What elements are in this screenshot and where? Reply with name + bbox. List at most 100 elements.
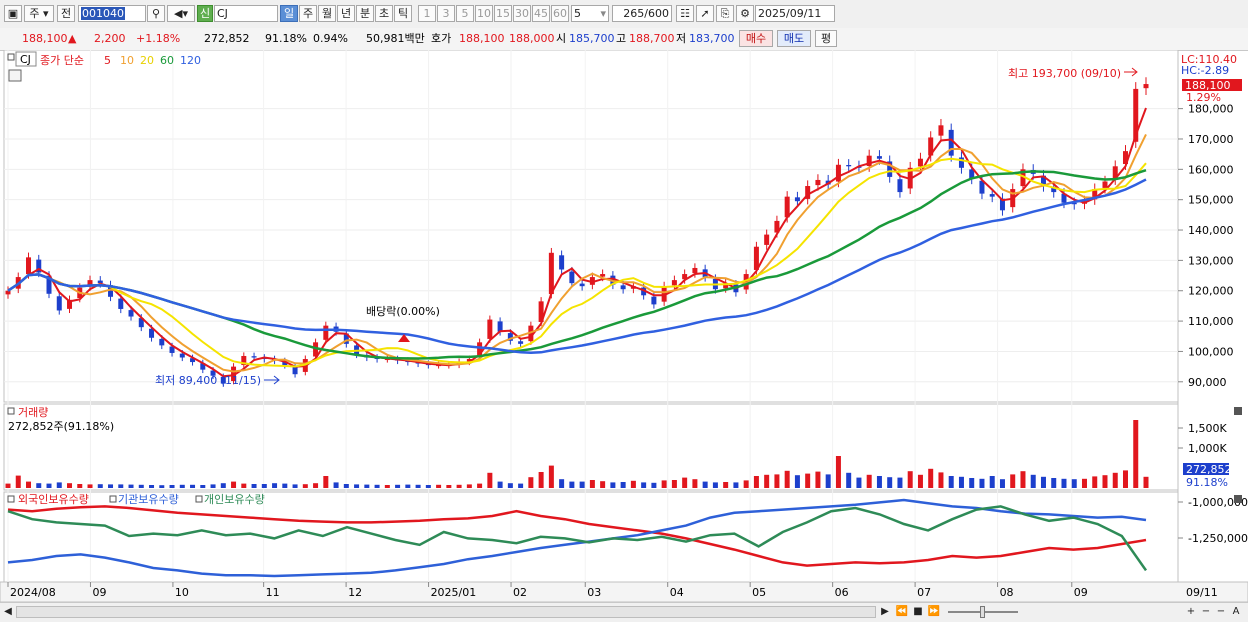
candle-body xyxy=(1102,181,1108,188)
date-field[interactable]: 2025/09/11 xyxy=(755,5,835,22)
chart-area[interactable]: 180,000 170,000 160,000 150,000 140,000 130,0… xyxy=(0,49,1248,603)
ma-legend-120[interactable]: 120 xyxy=(180,54,201,67)
date-tick-label: 09 xyxy=(92,586,106,599)
candle-body xyxy=(569,271,575,284)
volume-bar xyxy=(231,481,237,488)
interval-button[interactable]: 30 xyxy=(513,5,531,22)
ma-legend-10[interactable]: 10 xyxy=(120,54,134,67)
volume-bar xyxy=(169,485,175,488)
chart-scrollbar[interactable]: ◀ ▶ ⏪ ■ ⏩ + − − A xyxy=(0,602,1248,622)
interval-button[interactable]: 60 xyxy=(551,5,569,22)
volume-bar xyxy=(46,483,52,488)
interval-button[interactable]: 5 xyxy=(456,5,474,22)
candle-body xyxy=(241,355,247,366)
period-button[interactable]: 초 xyxy=(375,5,393,22)
panel-toggle-icon[interactable] xyxy=(7,495,15,503)
triangle-up-icon xyxy=(398,334,410,342)
speaker-icon[interactable]: ◀▾ xyxy=(167,5,195,22)
volume-bar xyxy=(794,475,800,488)
buy-button[interactable]: 매수 xyxy=(739,30,773,47)
stop-icon[interactable]: ■ xyxy=(913,606,923,617)
ma-legend-5[interactable]: 5 xyxy=(104,54,111,67)
candle-body xyxy=(723,283,729,289)
volume-title[interactable]: 거래량 xyxy=(18,406,48,419)
panel-toggle-icon[interactable] xyxy=(7,53,15,61)
panel-toggle-icon[interactable] xyxy=(109,495,117,503)
rewind-icon[interactable]: ⏪ xyxy=(895,606,909,617)
period-button[interactable]: 주 xyxy=(299,5,317,22)
volume-bar xyxy=(538,472,544,488)
line-tools-icon[interactable]: ➚ xyxy=(696,5,714,22)
candle-body xyxy=(548,252,554,295)
candle-body xyxy=(784,196,790,218)
date-tick-label: 2024/08 xyxy=(10,586,56,599)
volume-bar xyxy=(784,470,790,488)
candle-body xyxy=(343,333,349,344)
retail-label[interactable]: 개인보유수량 xyxy=(204,493,265,506)
candle-body xyxy=(866,155,872,166)
sell-button[interactable]: 매도 xyxy=(777,30,811,47)
zoom-reset-icon[interactable]: − xyxy=(1216,606,1226,617)
scroll-right-icon[interactable]: ▶ xyxy=(881,606,889,617)
candle-body xyxy=(641,287,647,296)
ma-legend-60[interactable]: 60 xyxy=(160,54,174,67)
retail-holding-line xyxy=(7,505,1148,572)
code-value: 001040 xyxy=(81,7,125,20)
period-button[interactable]: 분 xyxy=(356,5,374,22)
volume-bar xyxy=(887,477,893,488)
interval-button[interactable]: 1 xyxy=(418,5,436,22)
auto-icon[interactable]: A xyxy=(1232,606,1240,617)
scroll-left-icon[interactable]: ◀ xyxy=(4,606,12,617)
prev-button[interactable]: 전 xyxy=(57,5,75,22)
last-pct-label: 1.29% xyxy=(1186,91,1221,104)
candle-body xyxy=(1112,166,1118,180)
price-tick-label: 90,000 xyxy=(1188,376,1227,389)
panel-close-icon[interactable] xyxy=(1234,495,1242,503)
market-select[interactable]: 주 ▾ xyxy=(24,5,54,22)
layout-icon[interactable]: ▣ xyxy=(4,5,22,22)
interval-button[interactable]: 10 xyxy=(475,5,493,22)
save-icon[interactable]: ⎘ xyxy=(716,5,734,22)
bars-field[interactable]: 265/600 xyxy=(612,5,672,22)
volume-tick-label: 1,000K xyxy=(1188,442,1227,455)
gear-icon[interactable]: ⚙ xyxy=(736,5,754,22)
volume-bar xyxy=(1020,471,1026,488)
forward-icon[interactable]: ⏩ xyxy=(927,606,941,617)
stock-name-field[interactable]: CJ xyxy=(214,5,278,22)
ma-legend-20[interactable]: 20 xyxy=(140,54,154,67)
code-input[interactable]: 001040 xyxy=(78,5,146,22)
volume-bar xyxy=(1122,470,1128,488)
count-select[interactable]: 5 ▾ xyxy=(571,5,609,22)
candle-body xyxy=(292,366,298,375)
period-button[interactable]: 월 xyxy=(318,5,336,22)
interval-button[interactable]: 45 xyxy=(532,5,550,22)
search-icon[interactable]: ⚲ xyxy=(147,5,165,22)
period-button[interactable]: 일 xyxy=(280,5,298,22)
calculator-icon[interactable] xyxy=(8,69,22,82)
volume-bar xyxy=(507,483,513,488)
zoom-out-icon[interactable]: − xyxy=(1201,606,1211,617)
period-button[interactable]: 년 xyxy=(337,5,355,22)
eval-button[interactable]: 평 xyxy=(815,30,837,47)
interval-button[interactable]: 15 xyxy=(494,5,512,22)
ticker-tag-box xyxy=(15,51,37,67)
interval-button[interactable]: 3 xyxy=(437,5,455,22)
zoom-in-icon[interactable]: + xyxy=(1186,606,1196,617)
chart-tools-icon[interactable]: ☷ xyxy=(676,5,694,22)
stock-chart[interactable]: 180,000 170,000 160,000 150,000 140,000 130,0… xyxy=(0,49,1248,603)
panel-close-icon[interactable] xyxy=(1234,407,1242,415)
zoom-slider-thumb[interactable] xyxy=(980,606,985,618)
foreign-label[interactable]: 외국인보유수량 xyxy=(18,493,89,506)
volume-bar xyxy=(661,480,667,488)
period-button[interactable]: 틱 xyxy=(394,5,412,22)
panel-toggle-icon[interactable] xyxy=(7,407,15,415)
volume-bar xyxy=(641,482,647,488)
scroll-thumb[interactable] xyxy=(16,606,876,618)
volume-bar xyxy=(958,476,964,488)
ma-legend-title[interactable]: 종가 단순 xyxy=(40,54,84,67)
panel-toggle-icon[interactable] xyxy=(195,495,203,503)
institution-label[interactable]: 기관보유수량 xyxy=(118,493,179,506)
volume-last-pct: 91.18% xyxy=(1186,476,1228,489)
candle-body xyxy=(190,358,196,363)
candle-body xyxy=(1133,88,1139,142)
